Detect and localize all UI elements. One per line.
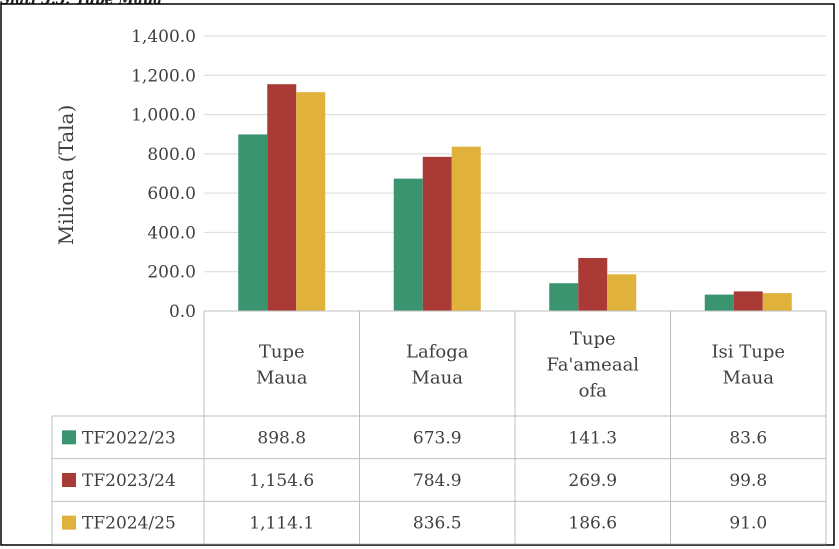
legend-swatch [62,473,76,487]
category-label: Tupe [570,329,616,350]
data-table-cell: 673.9 [413,428,462,448]
category-label: Maua [412,368,464,389]
data-table-cell: 91.0 [729,514,767,534]
y-tick-label: 800.0 [147,145,196,165]
category-label: Isi Tupe [711,342,785,363]
bar [296,92,326,311]
data-table-cell: 898.8 [257,428,306,448]
legend-series-name: TF2023/24 [82,471,176,491]
bar [762,293,792,311]
legend-swatch [62,515,76,530]
y-tick-label: 1,000.0 [131,106,196,126]
y-tick-label: 1,400.0 [131,27,196,47]
data-table-cell: 99.8 [729,471,767,491]
legend-series-name: TF2024/25 [82,514,176,534]
bar [549,283,579,311]
data-table-cell: 1,154.6 [249,471,314,491]
category-label: Maua [256,368,308,389]
data-table-cell: 269.9 [568,471,617,491]
y-tick-label: 1,200.0 [131,66,196,86]
bar [393,178,423,311]
bar [238,134,268,311]
data-table-cell: 836.5 [413,514,462,534]
bar [451,146,481,311]
chart-frame: 1,400.0 1,200.0 1,000.0 800.0 600.0 400.0 200.… [0,3,835,546]
y-tick-label: 0.0 [169,302,196,322]
category-label: Maua [723,368,775,389]
bar [607,274,637,311]
y-axis-ticks: 1,400.0 1,200.0 1,000.0 800.0 600.0 400.0 200.… [131,27,196,322]
category-label: Tupe [259,342,305,363]
category-label: ofa [579,381,607,402]
data-table-cell: 784.9 [413,471,462,491]
category-label: Lafoga [406,342,469,363]
data-table-cell: 83.6 [729,428,767,448]
bar [704,294,734,311]
data-table: Tupe Maua Lafoga Maua Tupe Fa'ameaal ofa Isi Tu… [51,310,827,545]
bar [267,84,297,311]
bar [578,257,608,311]
y-tick-label: 600.0 [147,184,196,204]
y-tick-label: 200.0 [147,263,196,283]
y-tick-label: 400.0 [147,223,196,243]
category-label: Fa'ameaal [546,355,639,376]
data-table-cell: 1,114.1 [249,514,314,534]
bar [733,291,763,311]
legend-swatch [62,430,76,445]
bars [238,84,792,311]
bar [422,156,452,311]
legend-series-name: TF2022/23 [82,428,176,448]
y-axis-label: Miliona (Tala) [54,105,78,246]
data-table-cell: 141.3 [568,428,617,448]
data-table-cell: 186.6 [568,514,617,534]
